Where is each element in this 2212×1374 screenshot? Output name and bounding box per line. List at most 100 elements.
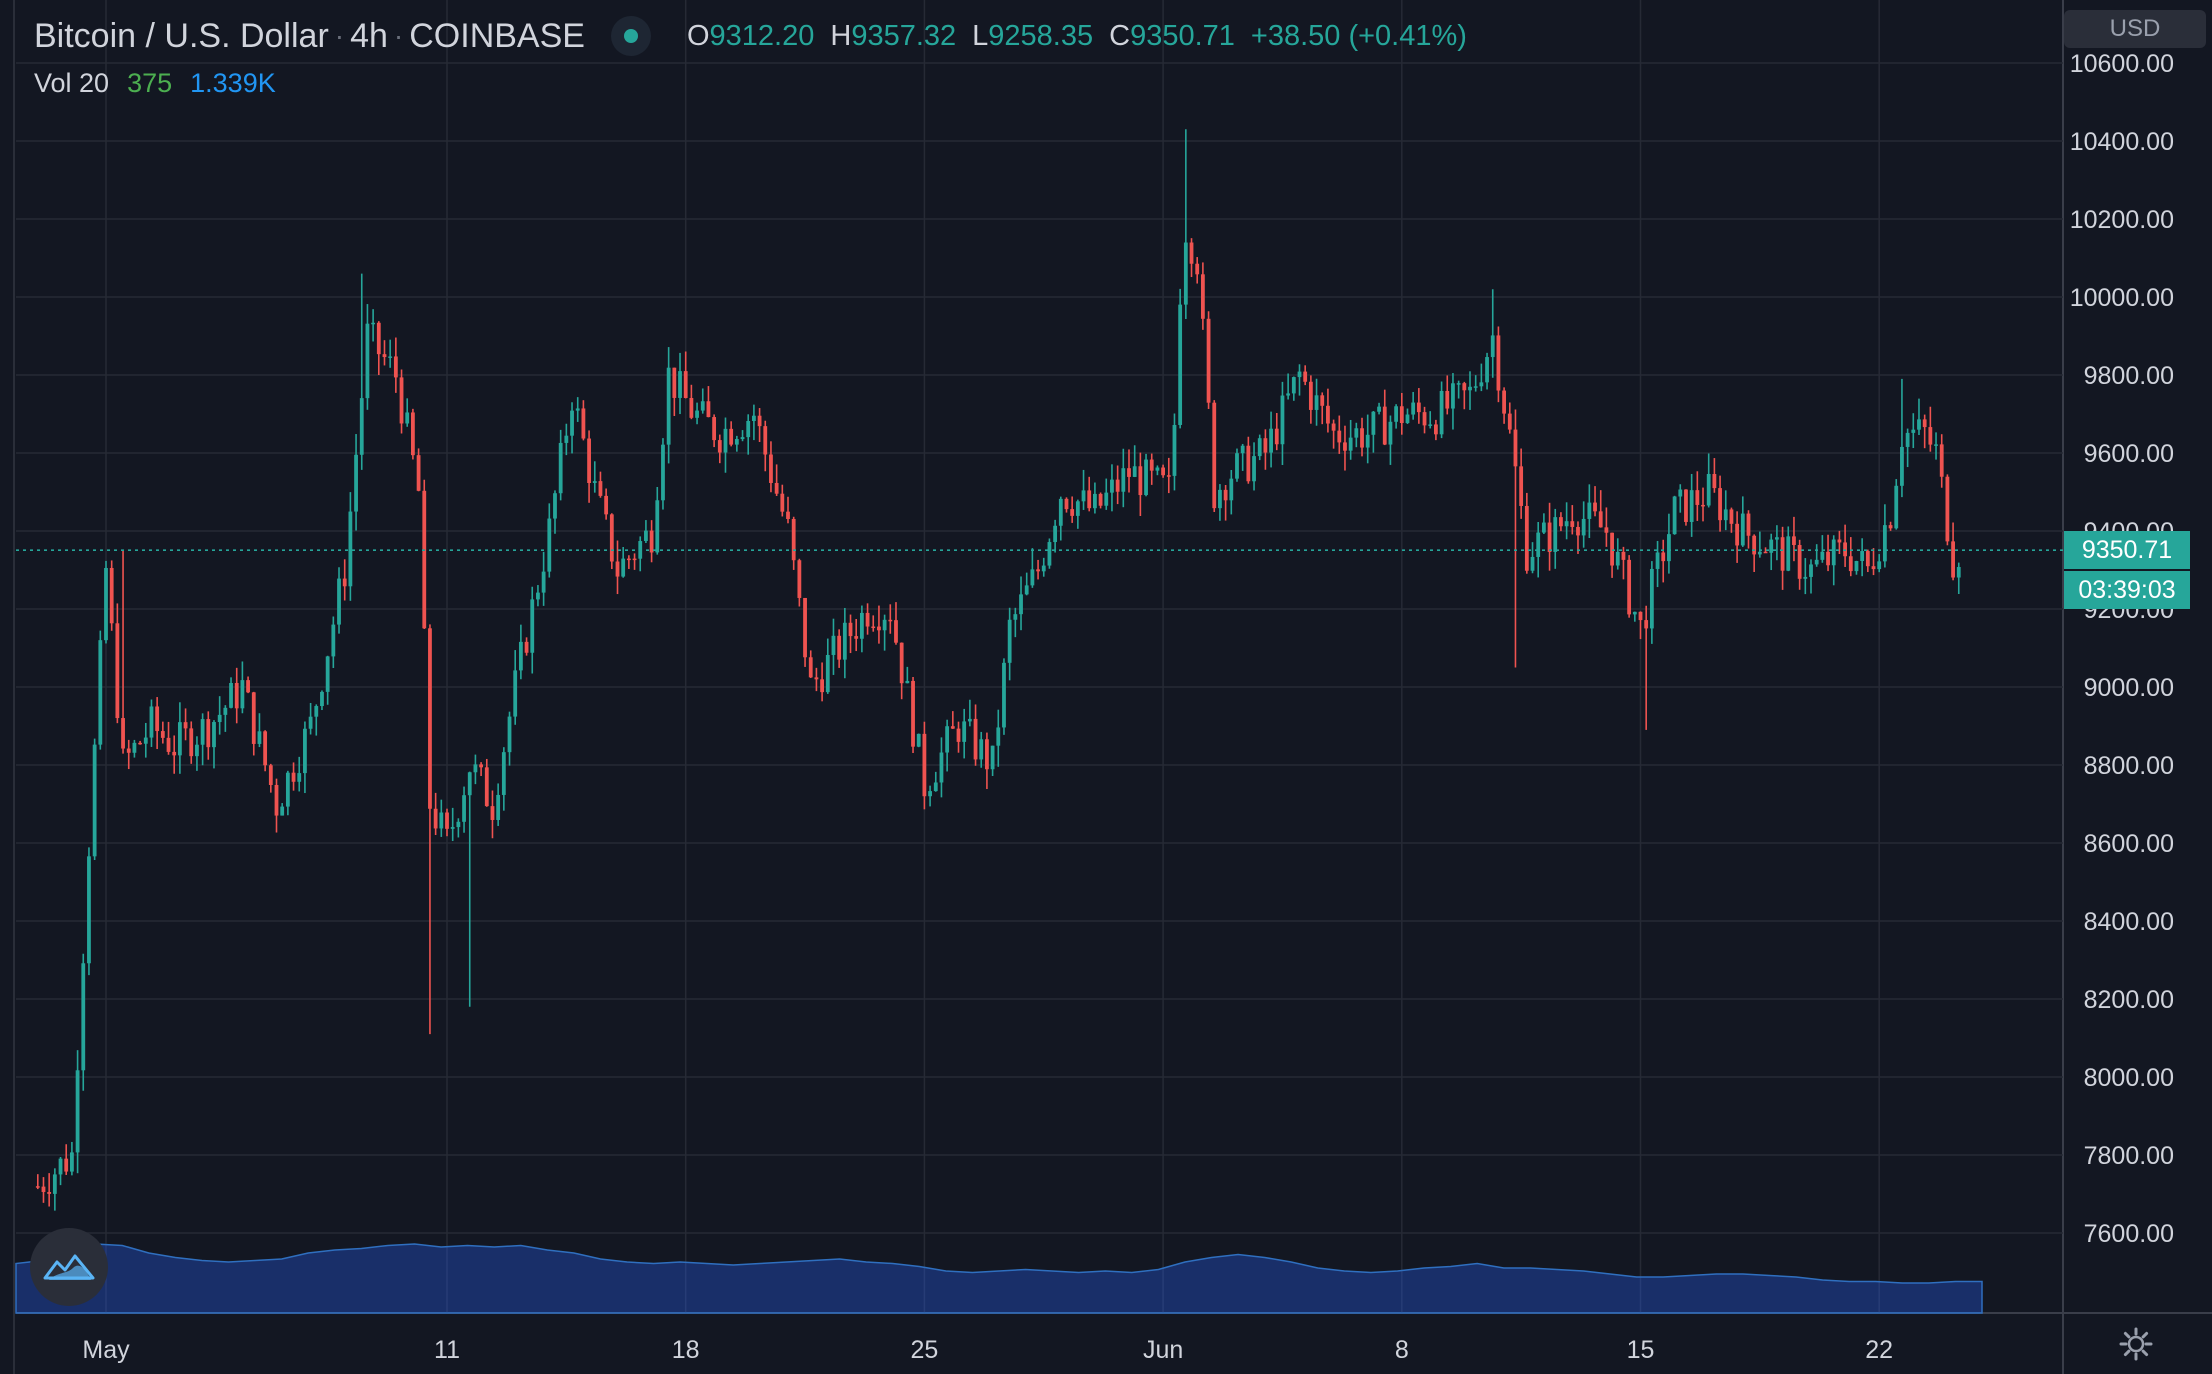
candle-body bbox=[723, 428, 728, 453]
candle-body bbox=[1837, 539, 1842, 543]
open-value: 9312.20 bbox=[709, 19, 815, 52]
candle-body bbox=[1843, 542, 1847, 557]
candle-body bbox=[1377, 406, 1381, 412]
candle-body bbox=[615, 561, 620, 577]
candle-body bbox=[354, 454, 358, 512]
time-tick-label: 15 bbox=[1627, 1336, 1655, 1364]
candle-body bbox=[496, 794, 501, 820]
tradingview-logo-icon[interactable] bbox=[30, 1228, 108, 1306]
volume-value: 375 bbox=[127, 68, 173, 98]
market-status-icon[interactable] bbox=[610, 16, 651, 56]
candle-body bbox=[587, 438, 591, 484]
exchange-label: COINBASE bbox=[409, 16, 585, 55]
candle-body bbox=[922, 733, 927, 797]
candle-body bbox=[1331, 423, 1336, 431]
candle-body bbox=[1451, 383, 1455, 409]
settings-gear-icon[interactable] bbox=[2118, 1326, 2154, 1362]
candle-body bbox=[1354, 428, 1359, 438]
volume-legend[interactable]: Vol 20 375 1.339K bbox=[34, 68, 276, 99]
candle-body bbox=[632, 558, 637, 561]
candle-body bbox=[837, 635, 842, 660]
candle-body bbox=[598, 481, 603, 496]
candle-body bbox=[1081, 490, 1086, 502]
candle-body bbox=[1598, 511, 1603, 528]
candle-body bbox=[928, 791, 932, 797]
candle-body bbox=[797, 560, 802, 598]
candle-body bbox=[967, 718, 972, 722]
time-axis[interactable]: May 11 18 25 Jun 8 15 22 bbox=[82, 1336, 1893, 1364]
time-tick-label: 11 bbox=[434, 1336, 460, 1364]
candle-body bbox=[1462, 383, 1467, 391]
price-tick-label: 10600.00 bbox=[2070, 50, 2174, 78]
candle-body bbox=[467, 772, 472, 796]
interval-label[interactable]: 4h bbox=[350, 16, 388, 55]
time-tick-label: May bbox=[82, 1336, 130, 1364]
candle-body bbox=[1064, 498, 1069, 510]
candle-body bbox=[1047, 542, 1052, 566]
symbol-header[interactable]: Bitcoin / U.S. Dollar · 4h · COINBASE O9… bbox=[34, 14, 1467, 58]
candle-body bbox=[570, 410, 574, 436]
candle-body bbox=[1672, 496, 1677, 535]
candle-body bbox=[75, 1070, 80, 1153]
candle-body bbox=[1337, 430, 1342, 443]
candle-body bbox=[1326, 405, 1330, 424]
candle-body bbox=[1723, 509, 1728, 521]
candle-body bbox=[683, 371, 688, 398]
candle-body bbox=[780, 493, 785, 512]
candle-body bbox=[1161, 467, 1165, 476]
candle-body bbox=[575, 408, 580, 411]
candle-body bbox=[644, 530, 648, 542]
price-tick-label: 7600.00 bbox=[2084, 1220, 2174, 1248]
candle-body bbox=[64, 1158, 69, 1172]
time-tick-label: 22 bbox=[1865, 1336, 1893, 1364]
candle-body bbox=[1917, 419, 1921, 430]
candle-body bbox=[297, 773, 302, 782]
candle-body bbox=[456, 821, 461, 828]
price-tick-label: 7800.00 bbox=[2084, 1142, 2174, 1170]
candle-body bbox=[609, 514, 614, 562]
candle-body bbox=[433, 808, 438, 829]
last-price-tag: 9350.71 bbox=[2064, 531, 2190, 570]
candle-body bbox=[388, 356, 393, 358]
candle-body bbox=[1405, 414, 1410, 424]
candle-body bbox=[1519, 466, 1524, 506]
candle-body bbox=[1456, 383, 1461, 385]
currency-button[interactable]: USD bbox=[2064, 10, 2206, 48]
candle-body bbox=[672, 367, 677, 398]
candle-body bbox=[1308, 381, 1313, 410]
candle-body bbox=[1860, 551, 1865, 562]
candle-body bbox=[854, 636, 859, 639]
price-tick-label: 8800.00 bbox=[2084, 752, 2174, 780]
candle-body bbox=[1524, 505, 1529, 571]
symbol-name[interactable]: Bitcoin / U.S. Dollar bbox=[34, 16, 329, 55]
candle-body bbox=[513, 670, 518, 717]
candle-body bbox=[1348, 437, 1353, 451]
candle-body bbox=[1189, 242, 1194, 264]
candle-body bbox=[1780, 537, 1785, 571]
candle-body bbox=[393, 356, 398, 378]
candle-body bbox=[1138, 466, 1143, 496]
high-label: H bbox=[830, 19, 852, 52]
candle-body bbox=[882, 619, 887, 631]
candle-body bbox=[877, 626, 881, 631]
candle-body bbox=[160, 731, 165, 738]
candle-body bbox=[1945, 476, 1950, 542]
candle-body bbox=[1183, 242, 1188, 305]
volume-label: Vol 20 bbox=[34, 68, 110, 98]
candle-body bbox=[712, 417, 717, 441]
candle-body bbox=[808, 657, 813, 678]
candle-body bbox=[1485, 357, 1489, 383]
candle-body bbox=[678, 371, 682, 398]
candle-body bbox=[1075, 501, 1080, 516]
candle-body bbox=[411, 412, 415, 456]
candle-body bbox=[1104, 492, 1109, 506]
candle-body bbox=[1667, 534, 1671, 562]
candle-body bbox=[1314, 395, 1319, 410]
candle-body bbox=[1615, 551, 1620, 566]
candle-body bbox=[1638, 611, 1643, 621]
candle-body bbox=[1200, 274, 1205, 319]
candle-body bbox=[1434, 424, 1438, 435]
candle-body bbox=[325, 656, 330, 692]
high-value: 9357.32 bbox=[851, 19, 957, 52]
